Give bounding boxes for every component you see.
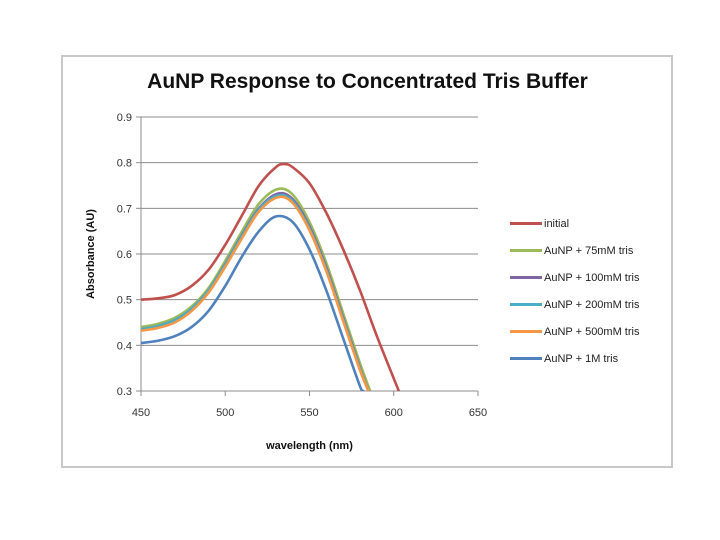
legend-label: AuNP + 200mM tris <box>544 298 640 311</box>
legend-item: AuNP + 1M tris <box>510 345 639 372</box>
legend-swatch <box>510 357 542 360</box>
series-line-5 <box>141 214 365 391</box>
x-tick-label: 450 <box>132 407 150 419</box>
legend-label: AuNP + 100mM tris <box>544 271 640 284</box>
series-line-1 <box>141 187 372 391</box>
legend-swatch <box>510 222 542 225</box>
legend-swatch <box>510 303 542 306</box>
legend-label: AuNP + 1M tris <box>544 352 619 365</box>
series-line-4 <box>141 195 370 391</box>
legend-swatch <box>510 330 542 333</box>
y-axis-label: Absorbance (AU) <box>85 209 97 299</box>
legend-swatch <box>510 276 542 279</box>
legend-item: AuNP + 500mM tris <box>510 318 639 345</box>
legend-swatch <box>510 249 542 252</box>
chart-frame <box>61 55 673 468</box>
legend-label: initial <box>544 217 570 230</box>
y-tick-label: 0.9 <box>117 112 132 124</box>
y-tick-label: 0.3 <box>117 386 132 398</box>
x-axis-label: wavelength (nm) <box>265 440 353 452</box>
legend-item: AuNP + 75mM tris <box>510 237 639 264</box>
legend-item: AuNP + 100mM tris <box>510 264 639 291</box>
x-tick-label: 550 <box>300 407 318 419</box>
y-tick-label: 0.7 <box>117 203 132 215</box>
y-tick-label: 0.8 <box>117 158 132 170</box>
y-tick-label: 0.6 <box>117 249 132 261</box>
y-tick-label: 0.4 <box>117 340 132 352</box>
legend-label: AuNP + 500mM tris <box>544 325 640 338</box>
series-line-0 <box>141 162 401 391</box>
legend-item: initial <box>510 210 639 237</box>
chart-title: AuNP Response to Concentrated Tris Buffe… <box>147 70 588 93</box>
x-tick-label: 600 <box>385 407 403 419</box>
y-tick-label: 0.5 <box>117 295 132 307</box>
legend-label: AuNP + 75mM tris <box>544 244 634 257</box>
legend-item: AuNP + 200mM tris <box>510 291 639 318</box>
x-tick-label: 500 <box>216 407 234 419</box>
x-tick-label: 650 <box>469 407 487 419</box>
chart-legend: initial AuNP + 75mM tris AuNP + 100mM tris… <box>510 210 639 372</box>
